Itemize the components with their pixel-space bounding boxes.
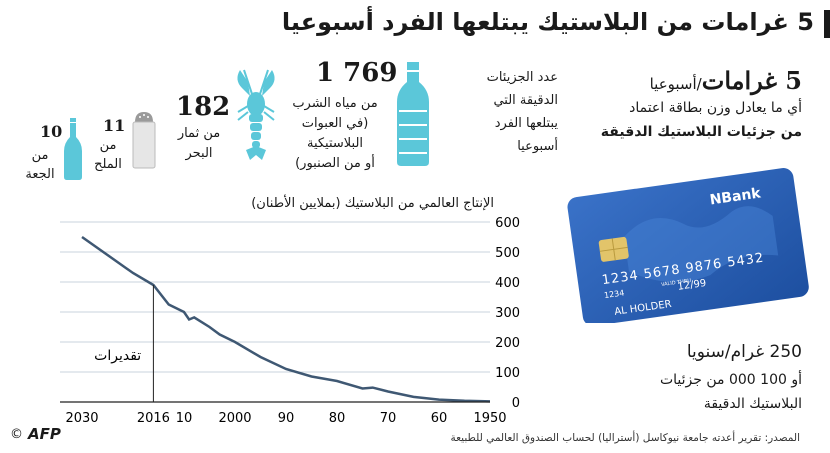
x-tick-label: 70 <box>380 411 397 426</box>
x-tick-label: 60 <box>431 411 448 426</box>
seafood-value: 182 <box>176 92 231 122</box>
afp-logo: AFP <box>28 425 61 443</box>
yearly-line2: أو 100 000 من جزئيات <box>659 372 802 388</box>
particles-label: عدد الجزيئات الدقيقة التي يبتلعها الفرد … <box>486 70 558 154</box>
card-expiry: 12/99 <box>677 278 707 293</box>
y-tick-label: 400 <box>495 276 520 291</box>
y-tick-label: 600 <box>495 216 520 231</box>
page-title: 5 غرامات من البلاستيك يبتلعها الفرد أسبو… <box>281 8 814 36</box>
headline-line1: أي ما يعادل وزن بطاقة اعتماد <box>629 100 802 116</box>
water-value: 1 769 <box>316 58 398 88</box>
y-tick-label: 300 <box>495 306 520 321</box>
x-tick-label: 1950 <box>473 411 506 426</box>
chart-title: الإنتاج العالمي من البلاستيك (بملايين ال… <box>251 196 494 211</box>
y-tick-label: 100 <box>495 366 520 381</box>
salt-shaker-icon <box>131 112 157 170</box>
x-tick-label: 10 <box>176 411 193 426</box>
card-valid-label: VALID THRU <box>661 278 692 288</box>
x-tick-label: 90 <box>278 411 295 426</box>
beer-value: 10 <box>40 122 63 141</box>
x-tick-label: 2030 <box>65 411 98 426</box>
beer-bottle-icon <box>63 118 83 180</box>
y-tick-label: 500 <box>495 246 520 261</box>
x-tick-label: 80 <box>329 411 346 426</box>
seafood-label: من ثمار البحر <box>177 126 221 161</box>
title-bar: 5 غرامات من البلاستيك يبتلعها الفرد أسبو… <box>282 8 830 40</box>
salt-label: من الملح <box>94 138 122 172</box>
lobster-icon <box>232 66 280 166</box>
chart-svg: 0 100 200 300 400 500 600 2030 2016 10 2000 90 80 70… <box>60 216 520 426</box>
copyright-mark: © <box>10 427 23 442</box>
credit-card-illustration: NBank 1234 5678 9876 5432 1234 VALID THR… <box>566 168 810 326</box>
source-line: المصدر: تقرير أعدته جامعة نيوكاسل (أسترا… <box>450 432 800 444</box>
salt-value: 11 <box>103 116 126 135</box>
headline-small: /أسبوعيا <box>649 75 702 93</box>
headline: 5 غرامات/أسبوعيا <box>650 66 802 95</box>
series-line <box>81 235 491 403</box>
x-tick-label: 2016 <box>137 411 170 426</box>
beer-label: من الجعة <box>25 148 55 182</box>
yearly-big: 250 غرام/سنويا <box>686 342 802 362</box>
headline-line2: من جزئيات البلاستيك الدقيقة <box>600 124 802 140</box>
card-brand: NBank <box>709 185 763 208</box>
yearly-line3: البلاستيك الدقيقة <box>703 396 802 412</box>
x-tick-label: 2000 <box>218 411 251 426</box>
water-bottle-icon <box>393 62 433 167</box>
y-tick-label: 200 <box>495 336 520 351</box>
estimate-label: تقديرات <box>94 348 141 364</box>
title-accent-bar <box>824 10 830 38</box>
water-label: من مياه الشرب (في العبوات البلاستيكية أو… <box>292 96 378 171</box>
y-tick-label: 0 <box>512 396 520 411</box>
card-valid-short: 1234 <box>603 288 624 300</box>
headline-big: 5 غرامات <box>701 66 802 95</box>
